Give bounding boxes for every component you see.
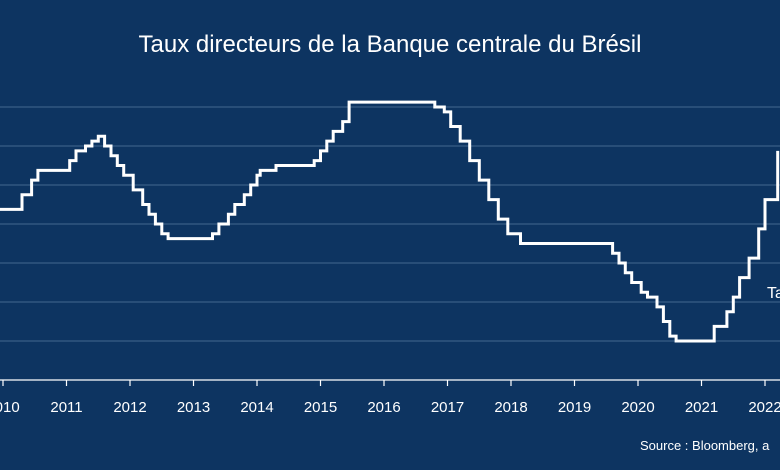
source-note: Source : Bloomberg, a: [640, 438, 770, 453]
series-annotation: Ta: [767, 285, 780, 302]
x-tick-label: 2021: [685, 399, 718, 416]
x-tick-label: 2015: [304, 399, 337, 416]
x-tick-label: 2012: [113, 399, 146, 416]
axes: [0, 379, 780, 386]
x-tick-labels: 2010 2011 2012 2013 2014 2015 2016 2017 2018 2019…: [0, 399, 780, 416]
x-tick-label: 2018: [494, 399, 527, 416]
x-tick-label: 2013: [177, 399, 210, 416]
x-tick-label: 2016: [367, 399, 400, 416]
series-group: [0, 100, 780, 343]
x-tick-label: 2022: [748, 399, 780, 416]
x-tick-label: 2014: [240, 399, 273, 416]
series-line: [0, 100, 780, 343]
gridlines: [0, 106, 780, 342]
x-tick-label: 2019: [558, 399, 591, 416]
x-tick-label: 2010: [0, 399, 20, 416]
chart-title: Taux directeurs de la Banque centrale du…: [139, 31, 642, 58]
x-tick-label: 2017: [431, 399, 464, 416]
x-tick-label: 2011: [50, 399, 82, 416]
x-tick-label: 2020: [621, 399, 654, 416]
